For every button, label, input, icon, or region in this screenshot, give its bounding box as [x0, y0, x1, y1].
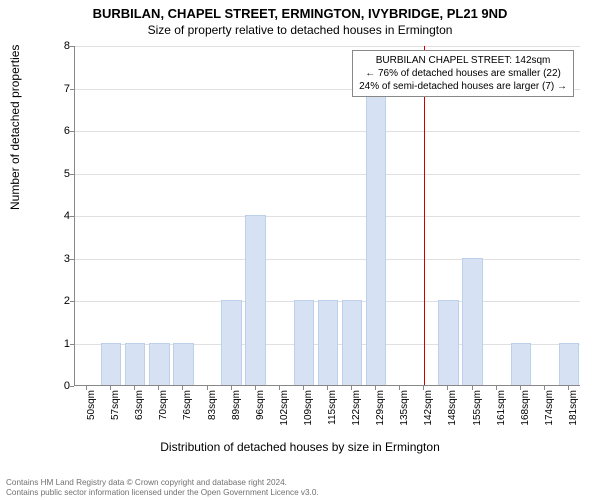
y-tick-mark — [70, 386, 74, 387]
y-tick-mark — [70, 174, 74, 175]
x-axis-label: Distribution of detached houses by size … — [0, 440, 600, 454]
x-tick-label: 109sqm — [303, 390, 314, 440]
x-tick-mark — [134, 386, 135, 390]
x-tick-mark — [472, 386, 473, 390]
x-tick-label: 168sqm — [520, 390, 531, 440]
x-tick-label: 102sqm — [279, 390, 290, 440]
x-tick-label: 70sqm — [158, 390, 169, 440]
x-tick-mark — [375, 386, 376, 390]
plot-area: BURBILAN CHAPEL STREET: 142sqm← 76% of d… — [74, 46, 580, 386]
histogram-bar — [245, 215, 265, 385]
x-tick-label: 76sqm — [182, 390, 193, 440]
x-tick-label: 135sqm — [399, 390, 410, 440]
histogram-bar — [342, 300, 362, 385]
histogram-bar — [149, 343, 169, 386]
x-tick-label: 63sqm — [134, 390, 145, 440]
x-tick-mark — [327, 386, 328, 390]
y-tick-mark — [70, 46, 74, 47]
x-tick-mark — [207, 386, 208, 390]
y-tick-mark — [70, 216, 74, 217]
gridline — [75, 46, 580, 47]
y-tick-label: 8 — [50, 40, 70, 52]
x-tick-mark — [568, 386, 569, 390]
y-tick-mark — [70, 259, 74, 260]
histogram-bar — [221, 300, 241, 385]
annotation-line: BURBILAN CHAPEL STREET: 142sqm — [359, 54, 567, 67]
histogram-bar — [318, 300, 338, 385]
y-tick-label: 2 — [50, 295, 70, 307]
x-tick-label: 142sqm — [423, 390, 434, 440]
y-tick-label: 7 — [50, 83, 70, 95]
x-tick-label: 83sqm — [207, 390, 218, 440]
gridline — [75, 216, 580, 217]
y-tick-mark — [70, 89, 74, 90]
histogram-bar — [101, 343, 121, 386]
y-tick-label: 3 — [50, 253, 70, 265]
y-tick-label: 1 — [50, 338, 70, 350]
histogram-bar — [366, 88, 386, 386]
histogram-bar — [125, 343, 145, 386]
y-tick-mark — [70, 301, 74, 302]
x-tick-mark — [279, 386, 280, 390]
y-tick-label: 4 — [50, 210, 70, 222]
annotation-line: 24% of semi-detached houses are larger (… — [359, 80, 567, 93]
x-tick-mark — [110, 386, 111, 390]
histogram-bar — [438, 300, 458, 385]
footer-line-2: Contains public sector information licen… — [6, 488, 319, 498]
chart-title-main: BURBILAN, CHAPEL STREET, ERMINGTON, IVYB… — [0, 0, 600, 21]
x-tick-mark — [520, 386, 521, 390]
annotation-line: ← 76% of detached houses are smaller (22… — [359, 67, 567, 80]
x-tick-label: 115sqm — [327, 390, 338, 440]
x-tick-mark — [303, 386, 304, 390]
x-tick-mark — [182, 386, 183, 390]
x-tick-label: 57sqm — [110, 390, 121, 440]
x-tick-mark — [399, 386, 400, 390]
x-tick-mark — [423, 386, 424, 390]
x-tick-mark — [544, 386, 545, 390]
annotation-box: BURBILAN CHAPEL STREET: 142sqm← 76% of d… — [352, 50, 574, 97]
footer-line-1: Contains HM Land Registry data © Crown c… — [6, 478, 319, 488]
x-tick-mark — [255, 386, 256, 390]
x-tick-label: 155sqm — [472, 390, 483, 440]
gridline — [75, 259, 580, 260]
footer-attribution: Contains HM Land Registry data © Crown c… — [6, 478, 319, 499]
y-tick-mark — [70, 131, 74, 132]
chart-area: BURBILAN CHAPEL STREET: 142sqm← 76% of d… — [50, 46, 580, 416]
histogram-bar — [173, 343, 193, 386]
gridline — [75, 131, 580, 132]
y-tick-mark — [70, 344, 74, 345]
x-tick-label: 174sqm — [544, 390, 555, 440]
gridline — [75, 174, 580, 175]
x-tick-mark — [86, 386, 87, 390]
x-tick-label: 148sqm — [447, 390, 458, 440]
x-tick-mark — [158, 386, 159, 390]
chart-title-sub: Size of property relative to detached ho… — [0, 21, 600, 37]
histogram-bar — [462, 258, 482, 386]
x-tick-label: 96sqm — [255, 390, 266, 440]
x-tick-mark — [231, 386, 232, 390]
histogram-bar — [294, 300, 314, 385]
histogram-bar — [559, 343, 579, 386]
y-axis-label: Number of detached properties — [8, 45, 22, 210]
x-tick-mark — [447, 386, 448, 390]
y-tick-label: 5 — [50, 168, 70, 180]
x-tick-label: 122sqm — [351, 390, 362, 440]
y-tick-label: 0 — [50, 380, 70, 392]
x-tick-label: 129sqm — [375, 390, 386, 440]
x-tick-label: 89sqm — [231, 390, 242, 440]
x-tick-mark — [351, 386, 352, 390]
x-tick-label: 181sqm — [568, 390, 579, 440]
x-tick-mark — [496, 386, 497, 390]
x-tick-label: 50sqm — [86, 390, 97, 440]
histogram-bar — [511, 343, 531, 386]
y-tick-label: 6 — [50, 125, 70, 137]
x-tick-label: 161sqm — [496, 390, 507, 440]
